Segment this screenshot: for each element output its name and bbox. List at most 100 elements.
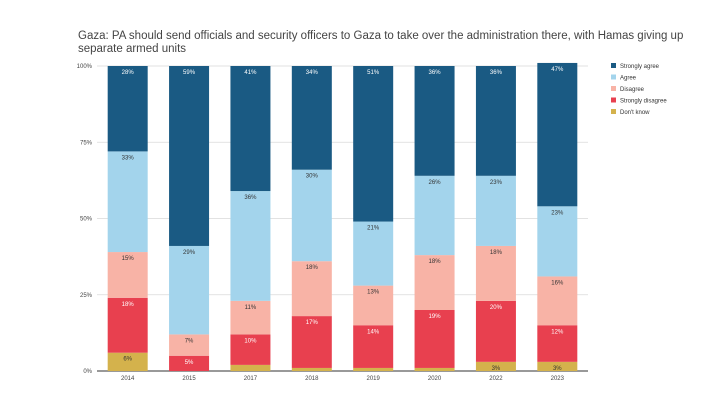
bar-value-label: 23% <box>490 180 503 186</box>
legend-swatch <box>611 97 616 103</box>
bar-segment <box>414 175 455 256</box>
bar-segment <box>537 276 578 326</box>
bar-value-label: 14% <box>367 329 380 335</box>
bar-segment <box>414 367 455 371</box>
x-tick-label: 2022 <box>489 376 503 382</box>
bar-value-label: 34% <box>306 70 319 76</box>
bar-segment <box>353 285 394 326</box>
x-tick-label: 2017 <box>244 376 258 382</box>
bars: 6% 18% 15% 33% 28% 5% 7% 29% 59% 10% 11% 36% 41% 17% 1… <box>107 62 578 372</box>
legend-label: Don't know <box>620 110 650 116</box>
bar-value-label: 33% <box>122 155 135 161</box>
bar-segment <box>107 297 148 353</box>
legend-label: Strongly agree <box>620 64 660 70</box>
bar-value-label: 19% <box>429 314 442 320</box>
bar-segment <box>169 66 210 246</box>
bar-segment <box>475 300 516 362</box>
bar-segment <box>414 310 455 368</box>
y-tick-label: 50% <box>80 217 93 223</box>
bar-value-label: 30% <box>306 174 319 180</box>
bar-value-label: 20% <box>490 305 503 311</box>
y-tick-label: 100% <box>77 64 93 70</box>
bar-value-label: 36% <box>429 70 442 76</box>
bar-segment <box>353 325 394 368</box>
bar-segment <box>353 221 394 286</box>
x-tick-label: 2015 <box>182 376 196 382</box>
bar-segment <box>230 66 271 192</box>
x-tick-label: 2014 <box>121 376 135 382</box>
legend-label: Disagree <box>620 87 645 93</box>
bar-segment <box>414 66 455 176</box>
bar-segment <box>291 316 332 368</box>
bar-segment <box>169 334 210 356</box>
bar-value-label: 29% <box>183 250 196 256</box>
axes: 0% 25% 50% 75% 100% 2014 2015 2017 2018 2019 2020 2… <box>77 64 565 382</box>
bar-segment <box>537 62 578 207</box>
bar-value-label: 36% <box>244 195 257 201</box>
bar-segment <box>107 151 148 253</box>
bar-segment <box>353 367 394 371</box>
bar-segment <box>169 355 210 371</box>
bar-value-label: 12% <box>551 329 564 335</box>
legend-swatch <box>611 74 616 80</box>
bar-segment <box>107 352 148 371</box>
y-tick-label: 0% <box>83 369 92 375</box>
bar-value-label: 3% <box>492 366 501 372</box>
x-tick-label: 2020 <box>428 376 442 382</box>
bar-value-label: 16% <box>551 280 564 286</box>
bar-segment <box>475 66 516 176</box>
bar-value-label: 51% <box>367 70 380 76</box>
legend: Strongly agree Agree Disagree Strongly disa… <box>611 63 667 116</box>
bar-segment <box>230 191 271 301</box>
bar-segment <box>414 255 455 310</box>
bar-value-label: 18% <box>429 259 442 265</box>
bar-value-label: 18% <box>490 250 503 256</box>
bar-segment <box>475 245 516 301</box>
bar-value-label: 23% <box>551 210 564 216</box>
bar-value-label: 26% <box>429 180 442 186</box>
bar-value-label: 28% <box>122 70 135 76</box>
bar-segment <box>291 367 332 371</box>
bar-value-label: 3% <box>553 366 562 372</box>
bar-segment <box>107 252 148 298</box>
bar-value-label: 18% <box>122 302 135 308</box>
bar-segment <box>291 169 332 262</box>
bar-value-label: 18% <box>306 265 319 271</box>
bar-value-label: 21% <box>367 226 380 232</box>
bar-value-label: 10% <box>244 338 257 344</box>
bar-segment <box>230 300 271 335</box>
bar-segment <box>107 66 148 152</box>
bar-value-label: 36% <box>490 70 503 76</box>
legend-label: Strongly disagree <box>620 99 667 105</box>
bar-segment <box>475 175 516 246</box>
bar-segment <box>537 206 578 277</box>
bar-segment <box>537 325 578 362</box>
bar-value-label: 5% <box>185 360 194 366</box>
bar-value-label: 41% <box>244 70 257 76</box>
legend-swatch <box>611 63 616 68</box>
bar-value-label: 11% <box>245 305 257 311</box>
legend-swatch <box>611 86 616 91</box>
bar-value-label: 7% <box>185 338 194 344</box>
bar-value-label: 13% <box>367 290 380 296</box>
bar-segment <box>475 361 516 371</box>
legend-label: Agree <box>620 76 637 82</box>
chart-title: Gaza: PA should send officials and secur… <box>78 30 684 55</box>
legend-swatch <box>611 109 616 114</box>
bar-segment <box>230 334 271 365</box>
bar-segment <box>537 361 578 371</box>
bar-segment <box>230 364 271 371</box>
bar-segment <box>353 66 394 222</box>
y-tick-label: 75% <box>80 140 93 146</box>
bar-value-label: 17% <box>306 320 319 326</box>
bar-segment <box>169 245 210 335</box>
bar-value-label: 47% <box>551 67 564 73</box>
x-tick-label: 2018 <box>305 376 319 382</box>
x-tick-label: 2019 <box>367 376 381 382</box>
bar-value-label: 59% <box>183 70 196 76</box>
bar-segment <box>291 66 332 170</box>
y-tick-label: 25% <box>80 293 93 299</box>
x-tick-label: 2023 <box>551 376 565 382</box>
bar-segment <box>291 261 332 317</box>
